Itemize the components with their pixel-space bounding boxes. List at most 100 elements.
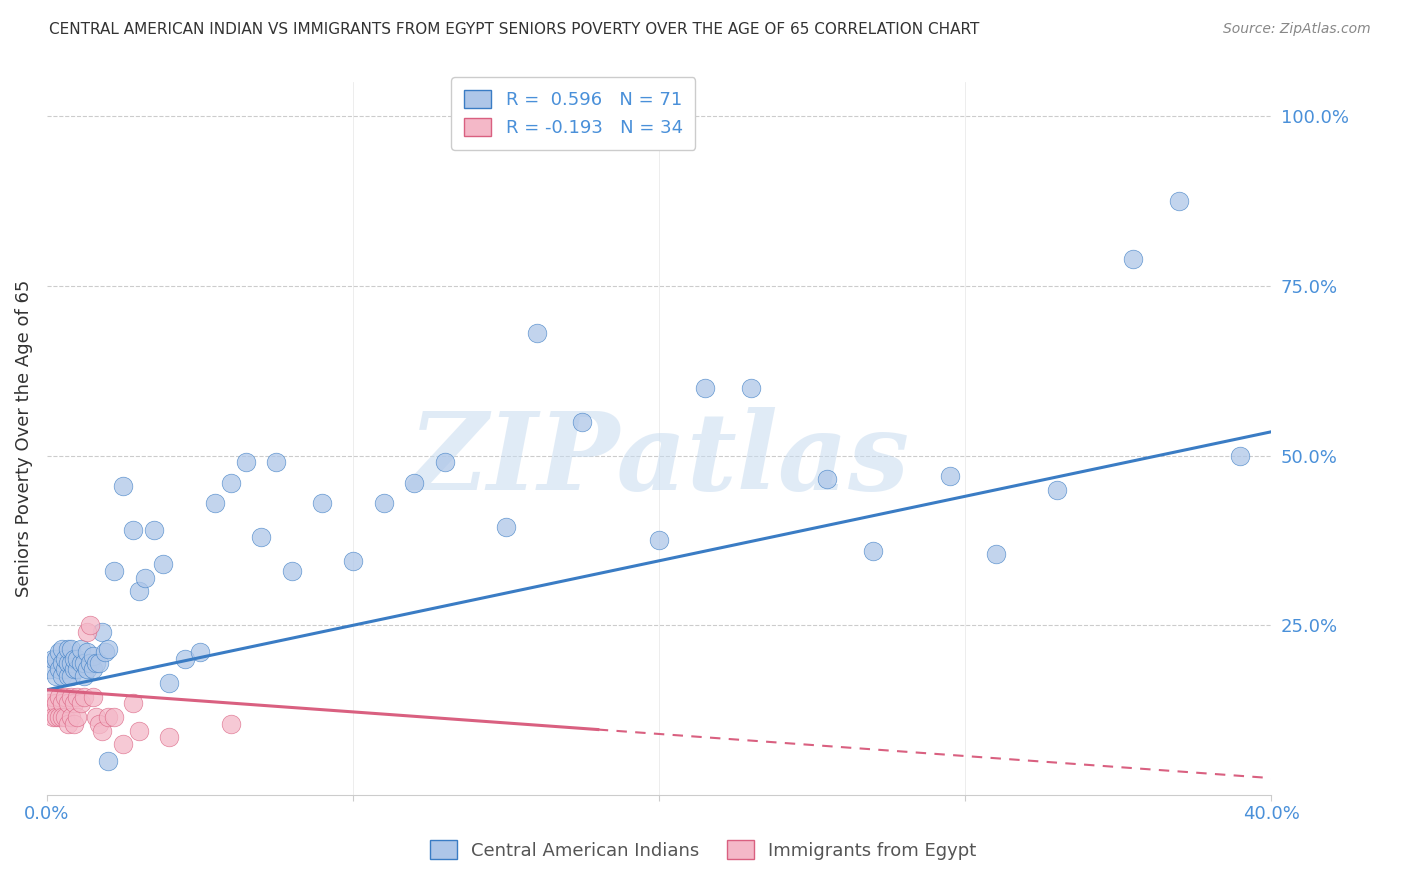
Point (134, 571, 156, 585)
Point (204, 496, 226, 510)
Point (69, 656, 91, 670)
Point (60, 690, 83, 704)
Point (152, 558, 174, 572)
Point (69, 642, 91, 657)
Point (82, 663, 104, 677)
Point (39, 697, 62, 711)
Point (63, 697, 86, 711)
Point (250, 530, 273, 544)
Point (280, 564, 302, 578)
Point (42, 652, 65, 666)
Legend: Central American Indians, Immigrants from Egypt: Central American Indians, Immigrants fro… (422, 833, 984, 867)
Point (72, 669, 94, 683)
Point (87, 716, 110, 731)
Point (45, 669, 67, 683)
Point (48, 710, 70, 724)
Point (76, 645, 98, 659)
Point (66, 652, 89, 666)
Point (740, 381, 762, 395)
Point (648, 533, 671, 548)
Point (495, 520, 517, 534)
Point (311, 496, 333, 510)
Point (58, 669, 80, 683)
Point (84, 710, 107, 724)
Point (404, 475, 426, 490)
Point (69, 697, 91, 711)
Point (91, 723, 114, 738)
Point (373, 496, 395, 510)
Point (128, 584, 150, 599)
Point (42, 710, 65, 724)
Point (58, 697, 80, 711)
Point (188, 645, 211, 659)
Point (84, 656, 107, 670)
Point (45, 697, 67, 711)
Point (42, 690, 65, 704)
Point (94, 645, 117, 659)
Point (66, 690, 89, 704)
Point (48, 645, 70, 659)
Point (66, 663, 89, 677)
Point (91, 625, 114, 640)
Point (63, 663, 86, 677)
Point (51, 642, 73, 657)
Point (157, 731, 180, 745)
Point (58, 656, 80, 670)
Point (76, 625, 98, 640)
Point (1122, 252, 1144, 266)
Point (862, 543, 884, 558)
Point (97, 710, 120, 724)
Point (45, 652, 67, 666)
Point (128, 723, 150, 738)
Point (39, 663, 62, 677)
Point (60, 642, 83, 657)
Point (112, 479, 135, 493)
Point (342, 554, 364, 568)
Point (984, 547, 1007, 561)
Point (219, 475, 242, 490)
Point (97, 754, 120, 768)
Point (143, 523, 166, 537)
Point (48, 690, 70, 704)
Point (433, 455, 456, 469)
Point (571, 415, 593, 429)
Point (51, 669, 73, 683)
Point (157, 676, 180, 690)
Point (97, 642, 120, 657)
Point (53, 690, 76, 704)
Point (235, 455, 257, 469)
Point (815, 472, 838, 486)
Point (51, 656, 73, 670)
Point (45, 710, 67, 724)
Point (79, 618, 101, 632)
Point (51, 697, 73, 711)
Point (1046, 483, 1069, 497)
Point (53, 663, 76, 677)
Point (63, 652, 86, 666)
Point (72, 656, 94, 670)
Point (103, 564, 125, 578)
Legend: R =  0.596   N = 71, R = -0.193   N = 34: R = 0.596 N = 71, R = -0.193 N = 34 (451, 77, 695, 150)
Point (938, 469, 960, 483)
Point (526, 326, 548, 341)
Point (266, 455, 288, 469)
Point (1229, 449, 1251, 463)
Point (173, 652, 195, 666)
Point (79, 656, 101, 670)
Point (58, 642, 80, 657)
Point (53, 652, 76, 666)
Text: Source: ZipAtlas.com: Source: ZipAtlas.com (1223, 22, 1371, 37)
Y-axis label: Seniors Poverty Over the Age of 65: Seniors Poverty Over the Age of 65 (15, 280, 32, 598)
Point (82, 690, 104, 704)
Text: CENTRAL AMERICAN INDIAN VS IMMIGRANTS FROM EGYPT SENIORS POVERTY OVER THE AGE OF: CENTRAL AMERICAN INDIAN VS IMMIGRANTS FR… (49, 22, 980, 37)
Text: ZIPatlas: ZIPatlas (408, 407, 910, 513)
Point (693, 381, 716, 395)
Point (72, 690, 94, 704)
Point (87, 656, 110, 670)
Point (53, 710, 76, 724)
Point (103, 710, 125, 724)
Point (82, 648, 104, 663)
Point (112, 737, 135, 751)
Point (51, 710, 73, 724)
Point (48, 663, 70, 677)
